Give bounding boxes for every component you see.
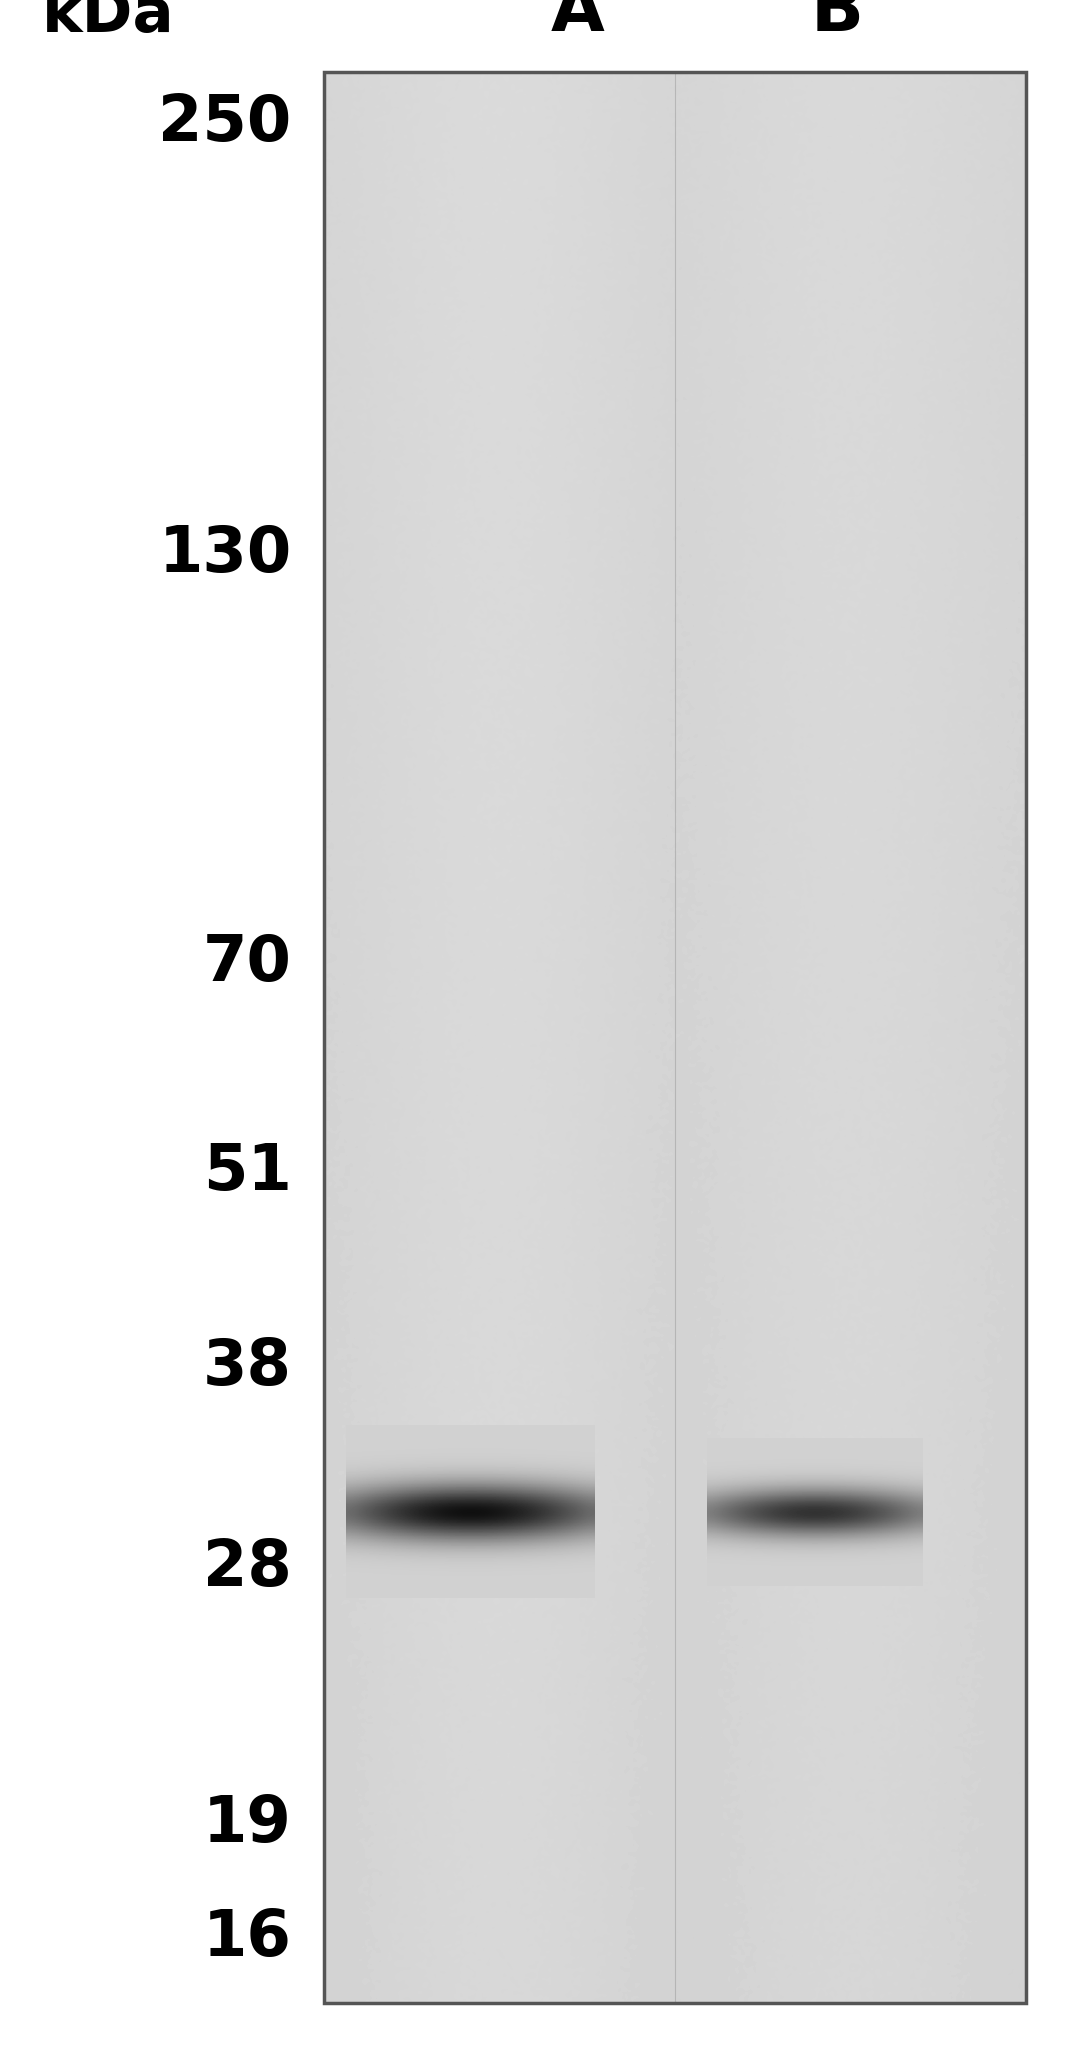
- Text: 38: 38: [203, 1335, 292, 1397]
- Text: 28: 28: [203, 1536, 292, 1600]
- Text: 19: 19: [203, 1793, 292, 1855]
- Text: 70: 70: [203, 933, 292, 994]
- Bar: [324, 72, 1026, 2003]
- Text: A: A: [551, 0, 605, 45]
- Text: 51: 51: [203, 1142, 292, 1204]
- Text: 250: 250: [159, 92, 292, 154]
- Text: 130: 130: [159, 524, 292, 585]
- Text: kDa: kDa: [42, 0, 174, 45]
- Text: 16: 16: [203, 1906, 292, 1968]
- Text: B: B: [810, 0, 864, 45]
